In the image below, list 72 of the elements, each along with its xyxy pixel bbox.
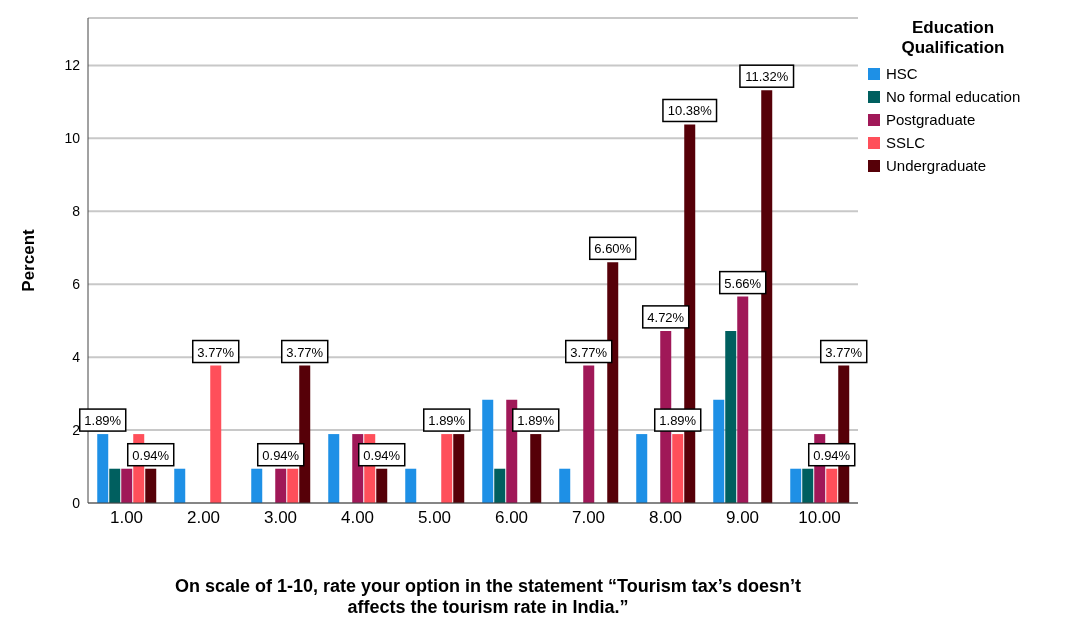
- data-label: 1.89%: [428, 413, 466, 429]
- bar: [287, 468, 299, 503]
- y-tick-label: 8: [72, 203, 81, 220]
- data-label: 4.72%: [647, 309, 685, 325]
- x-tick-label: 2.00: [186, 508, 221, 528]
- bar: [97, 434, 109, 503]
- data-label: 5.66%: [724, 275, 762, 291]
- bar: [145, 468, 157, 503]
- bar: [441, 434, 453, 503]
- data-label: 0.94%: [363, 447, 401, 463]
- y-tick-label: 0: [72, 494, 81, 511]
- bar: [482, 399, 494, 503]
- x-tick-label: 10.00: [798, 508, 841, 528]
- bar: [737, 296, 749, 503]
- bar: [109, 468, 121, 503]
- y-tick-label: 2: [72, 422, 81, 439]
- legend-label: SSLC: [886, 134, 926, 151]
- bar: [672, 434, 684, 503]
- y-tick-label: 12: [64, 57, 81, 74]
- bar: [494, 468, 506, 503]
- data-label: 0.94%: [813, 447, 851, 463]
- bar: [376, 468, 388, 503]
- y-tick-label: 10: [64, 130, 81, 147]
- data-label: 0.94%: [262, 447, 300, 463]
- x-axis-title: On scale of 1-10, rate your option in the statement “Tourism tax’s doesn’t affects the tourism rate in India.”: [173, 576, 803, 618]
- legend-label: Undergraduate: [886, 157, 987, 174]
- data-label: 10.38%: [667, 103, 713, 119]
- bar: [121, 468, 133, 503]
- bar: [725, 330, 737, 503]
- y-axis-title: Percent: [19, 228, 39, 292]
- bar: [328, 434, 340, 503]
- bar: [251, 468, 263, 503]
- bar: [761, 90, 773, 503]
- bar: [583, 365, 595, 503]
- bar: [790, 468, 802, 503]
- bar: [210, 365, 222, 503]
- y-tick-label: 4: [72, 349, 81, 366]
- legend-label: HSC: [886, 65, 918, 82]
- data-label: 6.60%: [594, 241, 632, 257]
- bar: [299, 365, 311, 503]
- bar: [453, 434, 465, 503]
- data-label: 1.89%: [659, 413, 697, 429]
- data-label: 3.77%: [197, 344, 235, 360]
- x-tick-label: 1.00: [109, 508, 144, 528]
- data-label: 3.77%: [570, 344, 608, 360]
- legend-label: Postgraduate: [886, 111, 976, 128]
- data-label: 0.94%: [132, 447, 170, 463]
- x-tick-label: 6.00: [494, 508, 529, 528]
- legend-title: Education Qualification: [900, 18, 1006, 58]
- bar: [607, 262, 619, 503]
- data-label: 3.77%: [825, 344, 863, 360]
- data-label: 11.32%: [745, 69, 789, 85]
- x-tick-label: 3.00: [263, 508, 298, 528]
- bar: [275, 468, 287, 503]
- bar: [636, 434, 648, 503]
- x-tick-label: 7.00: [571, 508, 606, 528]
- y-tick-label: 6: [72, 276, 81, 293]
- bar: [174, 468, 186, 503]
- bar: [530, 434, 542, 503]
- bar: [713, 399, 725, 503]
- x-tick-label: 5.00: [417, 508, 452, 528]
- bar: [802, 468, 814, 503]
- x-tick-label: 4.00: [340, 508, 375, 528]
- bar: [559, 468, 571, 503]
- bar: [826, 468, 838, 503]
- x-tick-label: 8.00: [648, 508, 683, 528]
- legend-label: No formal education: [886, 88, 1021, 105]
- data-label: 1.89%: [84, 413, 122, 429]
- data-label: 3.77%: [286, 344, 324, 360]
- bar: [405, 468, 417, 503]
- data-label: 1.89%: [517, 413, 555, 429]
- x-tick-label: 9.00: [725, 508, 760, 528]
